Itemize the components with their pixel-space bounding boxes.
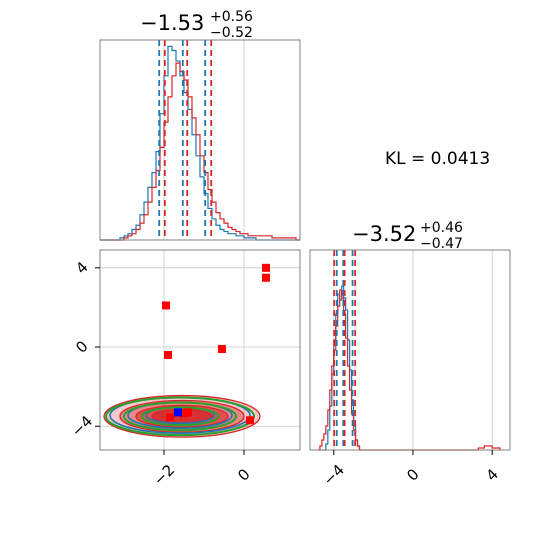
param1-blue-histogram bbox=[100, 45, 300, 241]
joint-green-contour bbox=[123, 401, 237, 432]
joint-red-marker bbox=[262, 273, 270, 282]
param1-title-plus: +0.56 bbox=[210, 9, 253, 25]
joint-blue-marker bbox=[174, 408, 182, 417]
param1-title-minus: −0.52 bbox=[210, 25, 253, 41]
param1-marginal-frame bbox=[99, 39, 301, 241]
marginal-panel-param2: −4 0 4 bbox=[309, 249, 511, 489]
param2-title-value: −3.52 bbox=[352, 222, 416, 246]
param2-title-plus: +0.46 bbox=[420, 220, 463, 236]
joint-y-tick-label: 0 bbox=[72, 337, 91, 356]
joint-red-marker bbox=[166, 413, 174, 422]
joint-red-marker bbox=[184, 408, 192, 417]
joint-x-tick-label: −2 bbox=[150, 461, 178, 489]
param1-red-histogram bbox=[100, 62, 300, 241]
joint-panel: −2 0 −4 0 4 bbox=[68, 249, 301, 489]
joint-green-contour bbox=[141, 406, 219, 427]
joint-frame bbox=[99, 249, 301, 451]
param1-title-value: −1.53 bbox=[140, 11, 204, 35]
joint-red-marker bbox=[164, 350, 172, 359]
joint-y-tick-label: 4 bbox=[72, 258, 91, 277]
param2-x-tick-label: 4 bbox=[482, 465, 501, 484]
marginal-panel-param1 bbox=[99, 39, 301, 241]
param2-x-tick-label: −4 bbox=[320, 461, 348, 489]
joint-red-marker bbox=[162, 301, 170, 310]
joint-red-marker bbox=[218, 345, 226, 354]
param2-x-tick-label: 0 bbox=[403, 465, 422, 484]
kl-annotation: KL = 0.0413 bbox=[385, 149, 490, 169]
joint-y-tick-label: −4 bbox=[68, 412, 96, 440]
param2-marginal-frame bbox=[309, 249, 511, 451]
joint-x-tick-label: 0 bbox=[234, 465, 253, 484]
param2-title-minus: −0.47 bbox=[420, 236, 463, 252]
joint-red-marker bbox=[262, 263, 270, 272]
joint-red-marker bbox=[246, 416, 254, 425]
